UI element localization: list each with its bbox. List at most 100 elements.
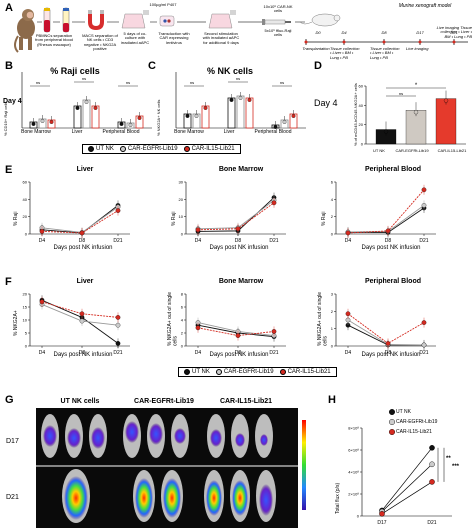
mouse-icon [299, 13, 341, 27]
culture-flask-icon-2 [208, 10, 236, 29]
data-point [195, 325, 201, 331]
legend-swatch [389, 419, 396, 426]
legend-item: UT NK [88, 146, 114, 152]
row-label: D17 [6, 438, 19, 445]
data-point [413, 110, 419, 115]
data-point [385, 228, 391, 234]
group-label: Liver [223, 129, 235, 135]
data-point [271, 200, 277, 206]
x-tick-label: D8 [79, 238, 86, 244]
dose-label: 100µg/ml P407 [149, 2, 177, 7]
data-point [383, 129, 389, 134]
legend-box: UT NK CAR-EGFRt-Lib19 CAR-IL15-Lib21 [178, 367, 337, 377]
y-tick-label: 3 [331, 292, 334, 297]
data-point [49, 120, 54, 124]
y-axis-label: % Raji [13, 211, 19, 226]
data-point [115, 315, 121, 320]
x-tick-label: D21 [419, 238, 428, 244]
tube-icon [43, 7, 51, 33]
x-tick-label: D21 [269, 238, 278, 244]
legend-swatch [88, 146, 94, 152]
panel-e-charts: D4 D8 D21 0 20 40 60 D4 D8 D21 0 10 20 30 D4 D8 D21 0 2 4 6 [23, 180, 436, 244]
legend-label: CAR-IL15-Lib21 [191, 146, 235, 152]
ns-label: ns [126, 80, 130, 85]
ficoll-tube-icon [62, 7, 70, 33]
significance-star: ** [446, 456, 451, 462]
data-point [79, 230, 85, 236]
y-axis-label: % NKG2A+ out of single cells [167, 291, 179, 346]
panel-d-ylabel: % of mCD45-hCD45-NKG2A+ cells [353, 83, 358, 146]
significance-star: * [415, 83, 418, 89]
chart-title: Peripheral Blood [364, 166, 421, 173]
data-point [79, 318, 85, 324]
panel-e-label: E [5, 164, 13, 176]
y-tick-label: 0 [181, 344, 184, 349]
y-tick-label: 4 [331, 197, 334, 202]
legend-swatch [389, 429, 396, 436]
legend-label: UT NK [192, 369, 210, 375]
y-tick-label: 0 [25, 232, 28, 237]
data-point [119, 122, 124, 126]
timeline-day: D21 [450, 30, 458, 35]
x-tick-label: D4 [195, 238, 202, 244]
y-tick-label: 20 [359, 122, 364, 127]
timeline-axis [304, 39, 468, 45]
series-line [347, 319, 425, 346]
panel-a-schematic [14, 7, 468, 53]
y-tick-label: 40 [23, 197, 28, 202]
data-point [194, 114, 199, 118]
x-tick-label: D21 [427, 520, 436, 526]
bar [82, 99, 91, 129]
data-point [429, 479, 435, 485]
ns-label: ns [399, 91, 403, 96]
data-point [291, 114, 296, 118]
x-tick-label: D4 [195, 350, 202, 356]
culture-flask-icon [121, 10, 149, 29]
data-point [39, 299, 45, 305]
panel-c-title: % NK cells [206, 66, 254, 76]
x-axis-label: Days post NK infusion [361, 245, 421, 251]
timeline-text: Live imaging Tissue collection • Liver •… [436, 25, 472, 39]
panel-h-label: H [328, 394, 336, 406]
y-tick-label: 60 [359, 84, 364, 89]
timeline-text: Tissue collection • Liver • BM • Lung • … [330, 46, 360, 60]
bar-category: UT NK [373, 148, 385, 153]
data-point [79, 311, 85, 317]
series-line [197, 197, 275, 232]
image-d17-il15 [207, 414, 273, 458]
y-tick-label: 8×10⁸ [348, 426, 359, 431]
timeline-day: D4 [341, 30, 347, 35]
legend-swatch [184, 369, 190, 375]
timeline-text: Tissue collection • Liver • BM • Lung • … [370, 46, 400, 60]
legend-item: CAR-EGFRt-Lib19 [119, 146, 178, 152]
bar [227, 97, 236, 129]
image-d21-egfrt [133, 470, 183, 522]
data-point [385, 341, 391, 346]
legend-label: CAR-EGFRt-Lib19 [223, 369, 274, 375]
macaque-icon [14, 9, 35, 53]
legend-swatch [183, 146, 190, 152]
series-line [41, 206, 119, 233]
step-text: Transduction with CAR expressing lentivi… [158, 31, 190, 45]
y-tick-label: 0 [331, 232, 334, 237]
data-point [115, 208, 121, 213]
y-tick-label: 4 [181, 318, 184, 323]
data-point [345, 230, 351, 236]
ns-label: ns [82, 76, 86, 81]
legend-label: CAR-EGFRt-Lib19 [396, 419, 438, 425]
legend-item: CAR-EGFRt-Lib19 [215, 369, 274, 375]
y-tick-label: 2 [181, 331, 184, 336]
image-d17-egfrt [123, 414, 189, 458]
column-title: CAR-IL15-Lib21 [219, 398, 273, 405]
data-point [379, 511, 385, 517]
data-point [75, 106, 80, 110]
bar-category: CAR-EGFRt-Lib19 [395, 148, 429, 153]
panel-c-label: C [148, 60, 156, 72]
panel-g-label: G [5, 394, 14, 406]
panel-b-title: % Raji cells [50, 66, 100, 76]
legend-label: CAR-EGFRt-Lib19 [127, 146, 178, 152]
data-point [345, 311, 351, 317]
data-point [235, 226, 241, 232]
chart-title: Bone Marrow [218, 166, 264, 173]
y-axis-label: Total flux (p/s) [335, 482, 341, 514]
